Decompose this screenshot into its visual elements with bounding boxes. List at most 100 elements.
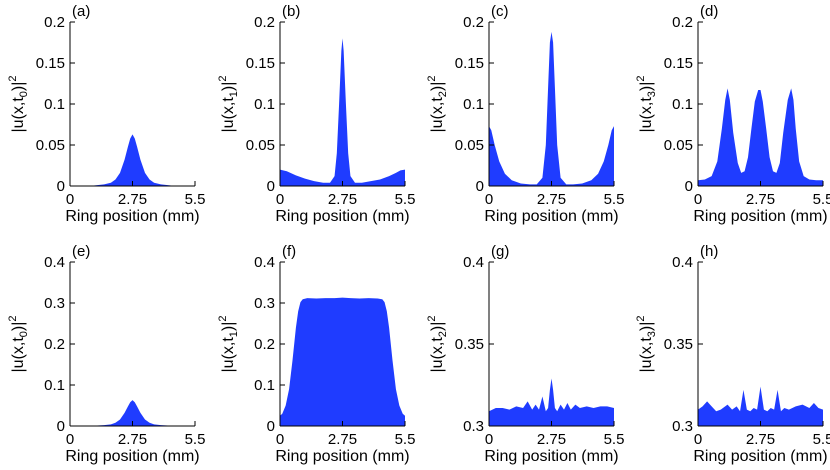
- x-tick-label: 0: [276, 431, 284, 448]
- panel-label: (g): [491, 243, 509, 260]
- y-axis-title: |u(x,t0)|2: [7, 75, 30, 132]
- x-tick-label: 5.5: [604, 431, 625, 448]
- y-tick-label: 0: [57, 418, 65, 435]
- area-series: [489, 31, 614, 187]
- x-tick-label: 2.75: [328, 191, 357, 208]
- y-tick-label: 0.3: [672, 418, 693, 435]
- panel-label: (f): [282, 243, 296, 260]
- y-tick-label: 0.1: [254, 377, 275, 394]
- y-tick-label: 0: [476, 178, 484, 195]
- x-tick-label: 5.5: [604, 191, 625, 208]
- y-axis-title: |u(x,t3)|2: [635, 315, 658, 372]
- x-tick-label: 5.5: [185, 431, 206, 448]
- y-tick-label: 0.2: [44, 14, 65, 31]
- panel-label: (e): [72, 243, 90, 260]
- y-tick-label: 0.3: [254, 295, 275, 312]
- x-tick-label: 0: [276, 191, 284, 208]
- area-series: [489, 378, 614, 426]
- area-series: [70, 134, 195, 186]
- y-axis-title: |u(x,t0)|2: [7, 315, 30, 372]
- x-tick-label: 0: [694, 431, 702, 448]
- x-axis-title: Ring position (mm): [65, 208, 199, 225]
- y-tick-label: 0.35: [455, 336, 484, 353]
- y-tick-label: 0.05: [455, 137, 484, 154]
- y-tick-label: 0.4: [44, 254, 65, 271]
- panel-label: (a): [72, 3, 90, 20]
- area-series: [698, 88, 823, 186]
- y-axis-title: |u(x,t1)|2: [217, 75, 240, 132]
- y-tick-label: 0.2: [254, 14, 275, 31]
- x-tick-label: 2.75: [537, 431, 566, 448]
- y-tick-label: 0.05: [36, 137, 65, 154]
- y-tick-label: 0.15: [36, 55, 65, 72]
- y-tick-label: 0.15: [246, 55, 275, 72]
- y-tick-label: 0.35: [664, 336, 693, 353]
- area-series: [698, 386, 823, 426]
- x-axis-title: Ring position (mm): [275, 208, 409, 225]
- x-axis-title: Ring position (mm): [65, 448, 199, 465]
- y-axis-title: |u(x,t2)|2: [426, 75, 449, 132]
- area-series: [70, 400, 195, 426]
- x-axis-title: Ring position (mm): [275, 448, 409, 465]
- x-tick-label: 2.75: [328, 431, 357, 448]
- y-tick-label: 0.05: [246, 137, 275, 154]
- x-tick-label: 5.5: [185, 191, 206, 208]
- y-tick-label: 0.4: [463, 254, 484, 271]
- y-tick-label: 0.1: [44, 377, 65, 394]
- y-tick-label: 0.15: [455, 55, 484, 72]
- x-tick-label: 5.5: [813, 191, 830, 208]
- y-tick-label: 0.1: [672, 96, 693, 113]
- x-axis-title: Ring position (mm): [484, 448, 618, 465]
- y-tick-label: 0.05: [664, 137, 693, 154]
- x-axis-title: Ring position (mm): [693, 208, 827, 225]
- panel-label: (h): [700, 243, 718, 260]
- y-tick-label: 0: [267, 178, 275, 195]
- area-series: [280, 297, 405, 426]
- x-tick-label: 2.75: [118, 191, 147, 208]
- x-tick-label: 0: [485, 431, 493, 448]
- x-tick-label: 5.5: [395, 431, 416, 448]
- y-tick-label: 0: [57, 178, 65, 195]
- y-axis-title: |u(x,t3)|2: [635, 75, 658, 132]
- y-tick-label: 0.1: [44, 96, 65, 113]
- y-tick-label: 0: [267, 418, 275, 435]
- x-tick-label: 5.5: [395, 191, 416, 208]
- panel-label: (c): [491, 3, 509, 20]
- y-tick-label: 0.2: [254, 336, 275, 353]
- y-tick-label: 0.3: [463, 418, 484, 435]
- x-tick-label: 2.75: [537, 191, 566, 208]
- x-tick-label: 2.75: [118, 431, 147, 448]
- y-tick-label: 0.4: [672, 254, 693, 271]
- x-axis-title: Ring position (mm): [693, 448, 827, 465]
- x-tick-label: 2.75: [746, 431, 775, 448]
- x-tick-label: 2.75: [746, 191, 775, 208]
- x-tick-label: 0: [66, 191, 74, 208]
- y-tick-label: 0.4: [254, 254, 275, 271]
- y-tick-label: 0.1: [463, 96, 484, 113]
- y-axis-title: |u(x,t1)|2: [217, 315, 240, 372]
- area-series: [280, 38, 405, 187]
- x-tick-label: 0: [694, 191, 702, 208]
- x-axis-title: Ring position (mm): [484, 208, 618, 225]
- x-tick-label: 0: [66, 431, 74, 448]
- panel-label: (b): [282, 3, 300, 20]
- y-tick-label: 0.1: [254, 96, 275, 113]
- y-tick-label: 0.3: [44, 295, 65, 312]
- x-tick-label: 5.5: [813, 431, 830, 448]
- y-tick-label: 0.2: [463, 14, 484, 31]
- y-tick-label: 0.2: [672, 14, 693, 31]
- x-tick-label: 0: [485, 191, 493, 208]
- y-tick-label: 0.15: [664, 55, 693, 72]
- y-axis-title: |u(x,t2)|2: [426, 315, 449, 372]
- y-tick-label: 0: [685, 178, 693, 195]
- y-tick-label: 0.2: [44, 336, 65, 353]
